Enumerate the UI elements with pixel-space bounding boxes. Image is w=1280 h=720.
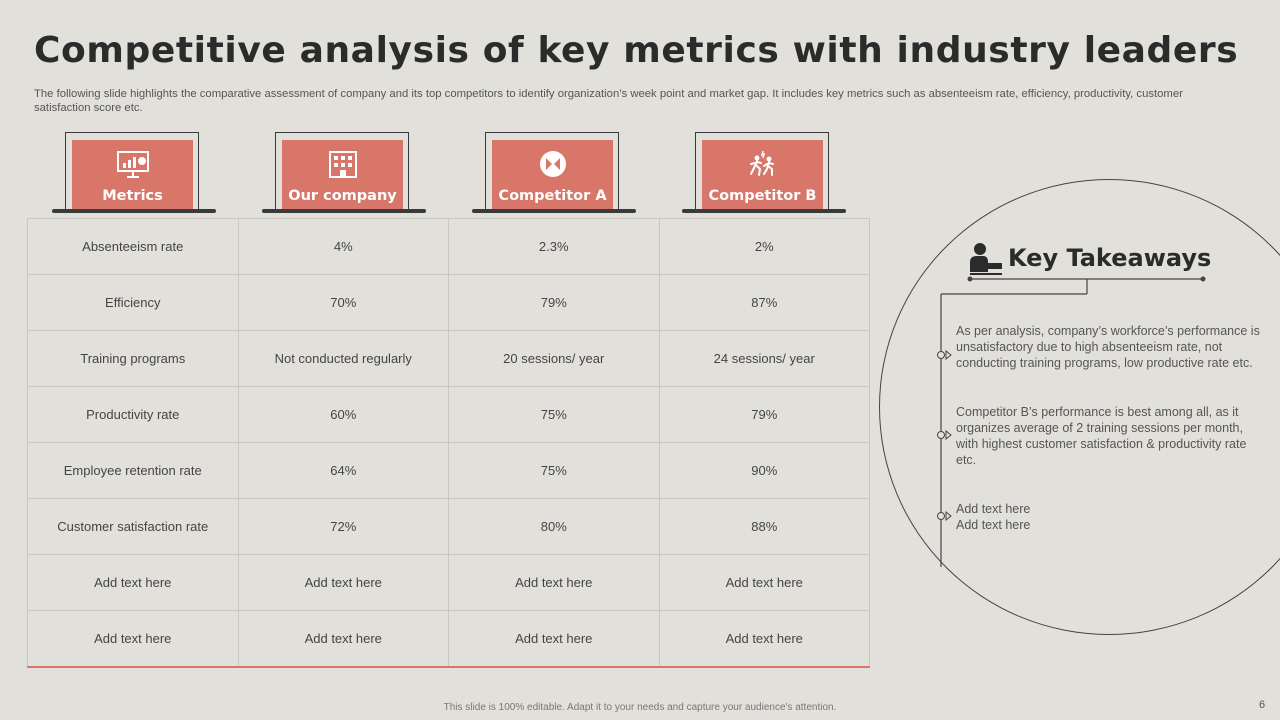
table-cell: Employee retention rate (27, 442, 239, 499)
presentation-chart-icon (72, 149, 193, 179)
building-icon (282, 149, 403, 179)
header-label-our-company: Our company (288, 188, 397, 204)
table-cell: 79% (448, 274, 660, 331)
slide-footer: This slide is 100% editable. Adapt it to… (443, 702, 837, 713)
table-cell: Add text here (237, 610, 449, 668)
table-cell: 79% (658, 386, 870, 443)
table-row: Employee retention rate 64% 75% 90% (27, 442, 870, 499)
table-cell: Not conducted regularly (237, 330, 449, 387)
table-cell: 90% (658, 442, 870, 499)
table-cell: 70% (237, 274, 449, 331)
table-cell: Training programs (27, 330, 239, 387)
table-row: Efficiency 70% 79% 87% (27, 274, 870, 331)
table-cell: Add text here (27, 610, 239, 668)
header-card-metrics: Metrics (52, 132, 216, 214)
table-cell: 88% (658, 498, 870, 555)
presenter-icon (968, 242, 1004, 281)
table-cell: 2% (658, 218, 870, 275)
takeaways-connector (937, 276, 1206, 567)
table-row: Add text here Add text here Add text here A… (27, 610, 870, 668)
takeaway-item-1: As per analysis, company’s workforce’s p… (956, 324, 1260, 370)
table-cell: Efficiency (27, 274, 239, 331)
table-cell: Productivity rate (27, 386, 239, 443)
header-label-competitor-b: Competitor B (708, 188, 817, 204)
header-card-competitor-b: Competitor B (682, 132, 846, 214)
table-cell: Add text here (448, 610, 660, 668)
table-cell: 75% (448, 386, 660, 443)
takeaways-title: Key Takeaways (1008, 244, 1212, 272)
header-label-competitor-a: Competitor A (498, 188, 607, 204)
slide-subtitle: The following slide highlights the compa… (34, 88, 1183, 114)
table-row: Absenteeism rate 4% 2.3% 2% (27, 218, 870, 275)
table-row: Productivity rate 60% 75% 79% (27, 386, 870, 443)
table-cell: Add text here (27, 554, 239, 611)
table-cell: 60% (237, 386, 449, 443)
race-icon (702, 149, 823, 179)
table-cell: 24 sessions/ year (658, 330, 870, 387)
page-number: 6 (1259, 699, 1266, 711)
table-cell: 64% (237, 442, 449, 499)
metrics-table: Absenteeism rate 4% 2.3% 2% Efficiency 70% 79%… (27, 218, 870, 668)
table-row: Customer satisfaction rate 72% 80% 88% (27, 498, 870, 555)
table-cell: 87% (658, 274, 870, 331)
table-cell: Add text here (237, 554, 449, 611)
table-cell: Absenteeism rate (27, 218, 239, 275)
table-cell: 2.3% (448, 218, 660, 275)
table-cell: 20 sessions/ year (448, 330, 660, 387)
table-cell: 75% (448, 442, 660, 499)
takeaway-item-2: Competitor B’s performance is best among… (956, 405, 1247, 467)
table-cell: 80% (448, 498, 660, 555)
table-cell: 4% (237, 218, 449, 275)
versus-icon (492, 149, 613, 179)
slide-title: Competitive analysis of key metrics with… (34, 30, 1239, 71)
header-label-metrics: Metrics (102, 188, 163, 204)
table-row: Add text here Add text here Add text here A… (27, 554, 870, 611)
table-cell: Add text here (658, 554, 870, 611)
table-cell: 72% (237, 498, 449, 555)
table-cell: Customer satisfaction rate (27, 498, 239, 555)
header-card-our-company: Our company (262, 132, 426, 214)
table-cell: Add text here (658, 610, 870, 668)
takeaway-item-3: Add text here Add text here (956, 502, 1031, 532)
header-card-competitor-a: Competitor A (472, 132, 636, 214)
table-row: Training programs Not conducted regularly… (27, 330, 870, 387)
table-cell: Add text here (448, 554, 660, 611)
